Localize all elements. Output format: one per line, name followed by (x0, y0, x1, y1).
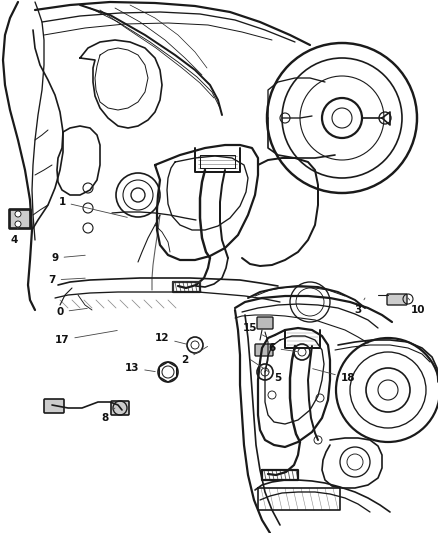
Text: 0: 0 (57, 307, 87, 317)
Text: 3: 3 (354, 298, 365, 315)
FancyBboxPatch shape (9, 209, 31, 229)
Text: 2: 2 (181, 346, 208, 365)
Text: 6: 6 (268, 343, 297, 353)
Text: 1: 1 (58, 197, 127, 217)
Text: 9: 9 (51, 253, 85, 263)
Text: 4: 4 (11, 228, 18, 245)
FancyBboxPatch shape (387, 294, 407, 305)
Text: 7: 7 (48, 275, 85, 285)
FancyBboxPatch shape (44, 399, 64, 413)
Text: 13: 13 (125, 363, 155, 373)
Text: 12: 12 (155, 333, 187, 344)
Text: 17: 17 (55, 330, 117, 345)
Text: 10: 10 (408, 298, 425, 315)
FancyBboxPatch shape (257, 317, 273, 329)
Text: 18: 18 (313, 369, 355, 383)
Text: 5: 5 (250, 360, 282, 383)
Circle shape (15, 221, 21, 227)
Text: 8: 8 (101, 408, 115, 423)
Circle shape (15, 211, 21, 217)
Text: 15: 15 (243, 323, 265, 337)
FancyBboxPatch shape (255, 344, 273, 356)
FancyBboxPatch shape (111, 401, 129, 415)
